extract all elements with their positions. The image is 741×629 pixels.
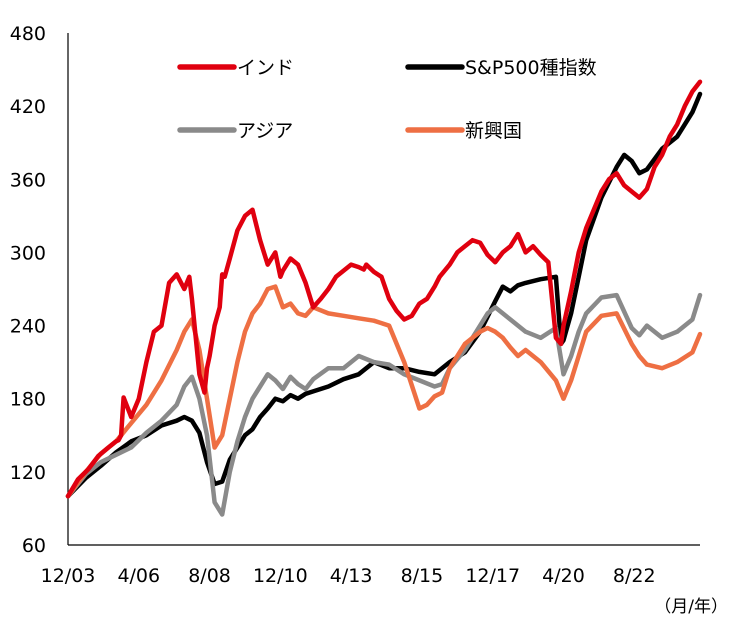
legend-label-0: インド [237, 57, 294, 79]
axes [67, 33, 700, 546]
series-line-0 [65, 79, 703, 499]
y-tick-labels: 60 120 180 240 300 360 420 480 [10, 23, 46, 557]
x-tick-label: 12/10 [253, 565, 308, 587]
y-tick-label: 360 [10, 169, 46, 191]
x-tick-label: 4/20 [542, 565, 585, 587]
y-tick-label: 420 [10, 96, 46, 118]
x-unit-label: （月/年） [654, 597, 728, 617]
x-tick-label: 8/15 [401, 565, 444, 587]
y-tick-label: 240 [10, 316, 46, 338]
y-tick-label: 300 [10, 242, 46, 264]
series-line-2 [65, 292, 703, 517]
x-tick-label: 8/22 [613, 565, 656, 587]
y-tick-label: 60 [22, 535, 46, 557]
y-tick-label: 180 [10, 389, 46, 411]
x-tick-label: 4/06 [117, 565, 160, 587]
x-tick-label: 12/17 [465, 565, 520, 587]
x-tick-label: 8/08 [188, 565, 231, 587]
y-tick-label: 120 [10, 462, 46, 484]
x-tick-labels: 12/03 4/06 8/08 12/10 4/13 8/15 12/17 4/20 8/22 [41, 565, 656, 587]
x-tick-label: 4/13 [330, 565, 373, 587]
y-tick-label: 480 [10, 23, 46, 45]
legend-label-2: アジア [237, 120, 293, 142]
legend-label-3: 新興国 [465, 120, 522, 142]
series-lines [65, 79, 703, 517]
legend-label-1: S&P500種指数 [465, 57, 597, 79]
x-tick-label: 12/03 [41, 565, 96, 587]
